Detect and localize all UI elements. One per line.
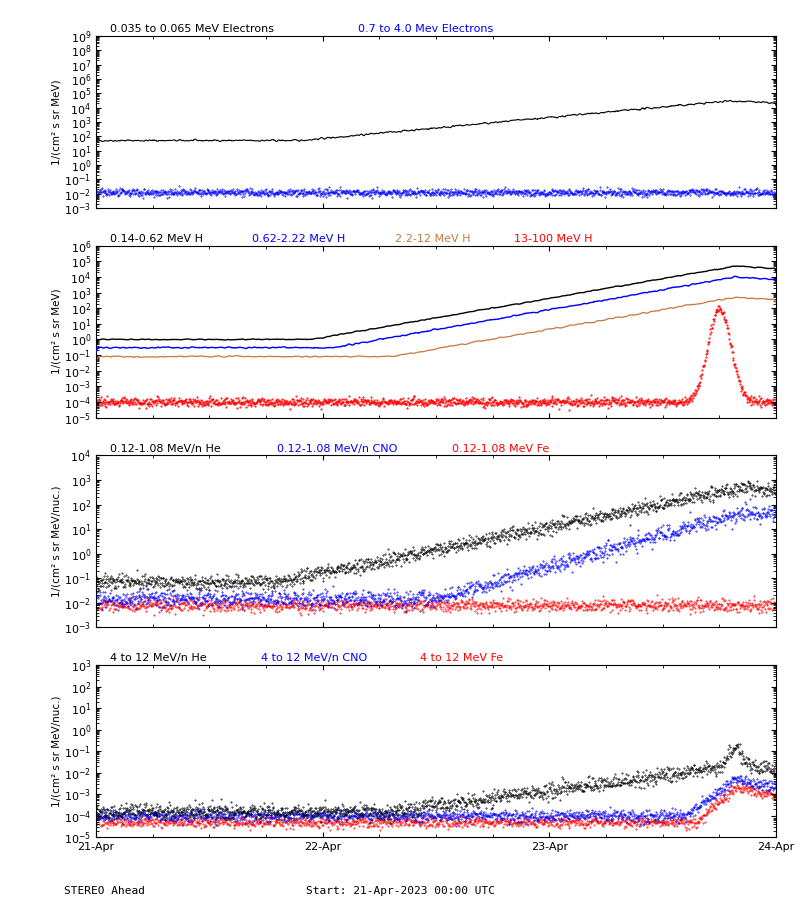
Text: 4 to 12 MeV Fe: 4 to 12 MeV Fe [420, 653, 503, 663]
Text: 4 to 12 MeV/n He: 4 to 12 MeV/n He [110, 653, 206, 663]
Text: 0.035 to 0.065 MeV Electrons: 0.035 to 0.065 MeV Electrons [110, 24, 274, 34]
Text: 0.7 to 4.0 Mev Electrons: 0.7 to 4.0 Mev Electrons [358, 24, 494, 34]
Text: 0.12-1.08 MeV/n He: 0.12-1.08 MeV/n He [110, 444, 220, 454]
Text: 0.62-2.22 MeV H: 0.62-2.22 MeV H [253, 234, 346, 244]
Text: 2.2-12 MeV H: 2.2-12 MeV H [395, 234, 470, 244]
Y-axis label: 1/(cm² s sr MeV/nuc.): 1/(cm² s sr MeV/nuc.) [51, 696, 61, 806]
Text: 4 to 12 MeV/n CNO: 4 to 12 MeV/n CNO [261, 653, 367, 663]
Text: 0.14-0.62 MeV H: 0.14-0.62 MeV H [110, 234, 202, 244]
Y-axis label: 1/(cm² s sr MeV/nuc.): 1/(cm² s sr MeV/nuc.) [51, 486, 62, 597]
Y-axis label: 1/(cm² s sr MeV): 1/(cm² s sr MeV) [51, 289, 61, 374]
Text: STEREO Ahead: STEREO Ahead [64, 886, 145, 896]
Text: 13-100 MeV H: 13-100 MeV H [514, 234, 592, 244]
Text: 0.12-1.08 MeV/n CNO: 0.12-1.08 MeV/n CNO [277, 444, 398, 454]
Text: 0.12-1.08 MeV Fe: 0.12-1.08 MeV Fe [452, 444, 550, 454]
Text: Start: 21-Apr-2023 00:00 UTC: Start: 21-Apr-2023 00:00 UTC [306, 886, 494, 896]
Y-axis label: 1/(cm² s sr MeV): 1/(cm² s sr MeV) [51, 79, 62, 165]
